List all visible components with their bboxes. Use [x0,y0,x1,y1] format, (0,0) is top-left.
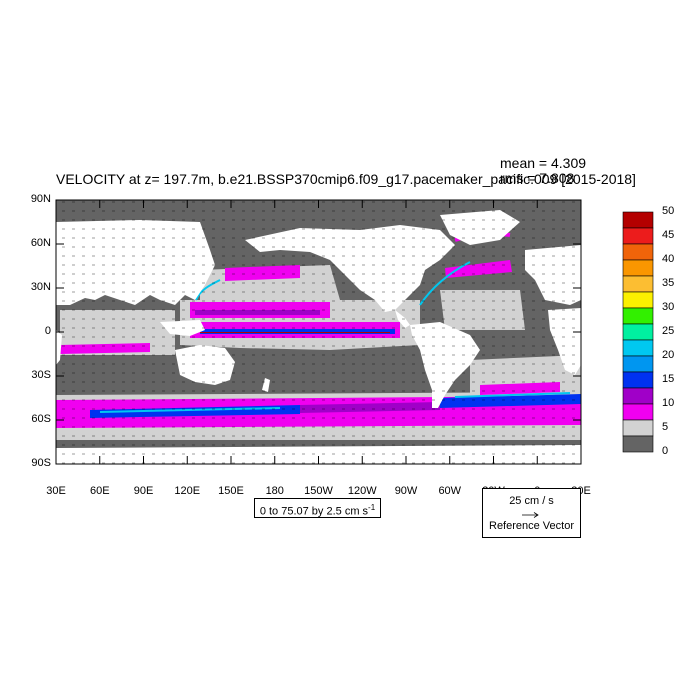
rms-value: rms = 7.808 [500,170,575,186]
colorbar-label: 25 [662,325,675,337]
colorbar-label: 50 [662,205,675,217]
lon-tick-label: 60E [89,485,110,497]
lat-tick-label: 60S [31,413,51,425]
colorbar-swatch [622,275,654,293]
lon-tick-label: 60W [438,485,462,497]
colorbar-swatch [622,227,654,245]
lat-tick-label: 60N [30,237,51,249]
axis-ticks [55,199,582,465]
lat-tick-label: 0 [44,325,51,337]
colorbar-swatch [622,339,654,357]
colorbar-label: 15 [662,373,675,385]
lon-tick-label: 120W [347,485,377,497]
map-plot-area [56,200,581,464]
reference-vector-box: 25 cm / s Reference Vector [482,488,581,538]
colorbar-label: 30 [662,301,675,313]
colorbar-swatch [622,403,654,421]
contour-info-box: 0 to 75.07 by 2.5 cm s-1 [254,498,381,518]
lon-tick-label: 30E [46,485,66,497]
colorbar-label: 35 [662,277,675,289]
lat-tick-label: 90S [31,457,51,469]
colorbar-swatch [622,435,654,453]
colorbar-swatch [622,291,654,309]
lon-tick-label: 180 [265,485,284,497]
colorbar-swatch [622,419,654,437]
contour-info-text: 0 to 75.07 by 2.5 cm s [259,505,369,518]
colorbar-label: 20 [662,349,675,361]
colorbar-label: 10 [662,397,675,409]
colorbar-swatch [622,259,654,277]
colorbar-swatch [622,387,654,405]
colorbar-label: 40 [662,253,675,265]
colorbar-swatch [622,355,654,373]
lat-tick-label: 30N [30,281,51,293]
colorbar [622,211,654,453]
lat-tick-label: 30S [31,369,51,381]
lat-tick-label: 90N [30,193,51,205]
lon-tick-label: 150E [218,485,244,497]
colorbar-swatch [622,211,654,229]
reference-vector-magnitude: 25 cm / s [509,495,554,507]
lon-tick-label: 90E [133,485,154,497]
colorbar-label: 5 [662,421,669,433]
colorbar-swatch [622,243,654,261]
lon-tick-label: 120E [174,485,201,497]
colorbar-swatch [622,323,654,341]
reference-vector-label: Reference Vector [489,520,574,532]
velocity-vectors [56,200,581,464]
colorbar-label: 45 [662,229,675,241]
stats-block: mean = 4.309 rms = 7.808 [500,156,586,186]
colorbar-swatch [622,371,654,389]
lon-tick-label: 90W [394,485,418,497]
plot-title: VELOCITY at z= 197.7m, b.e21.BSSP370cmip… [56,171,636,187]
colorbar-swatch [622,307,654,325]
colorbar-label: 0 [662,445,669,457]
contour-info-unit-exponent: -1 [368,503,376,512]
reference-arrow-icon [522,512,539,518]
lon-tick-label: 150W [304,485,333,497]
mean-value: mean = 4.309 [500,155,587,171]
